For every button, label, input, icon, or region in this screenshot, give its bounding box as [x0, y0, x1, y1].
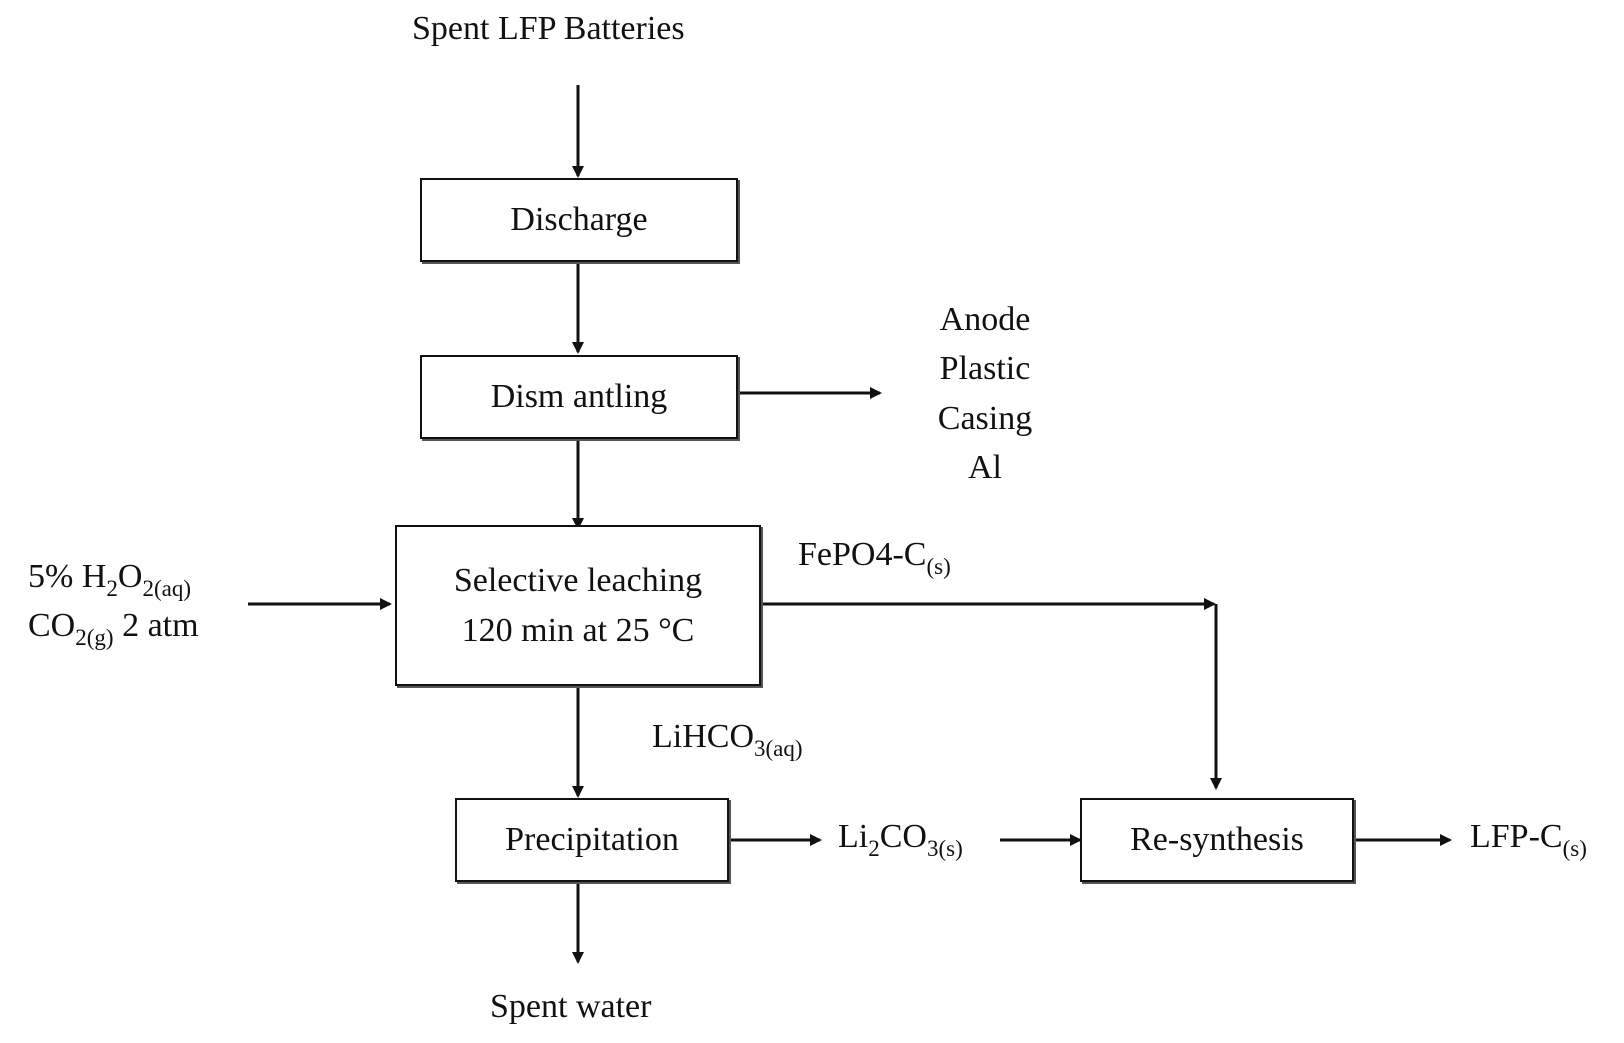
leaching-label-line1: Selective leaching [453, 562, 703, 600]
product-label: LFP-C(s) [1470, 818, 1587, 861]
reagent-h2o2: 5% H2O2(aq) [28, 558, 191, 601]
leaching-step: Selective leaching 120 min at 25 °C [395, 525, 761, 686]
leaching-label-line2: 120 min at 25 °C [461, 611, 695, 649]
resynthesis-step: Re-synthesis [1080, 798, 1354, 882]
byproduct-al: Al [968, 448, 1002, 486]
precipitation-label: Precipitation [505, 821, 679, 859]
byproduct-casing: Casing [937, 399, 1033, 437]
dismantling-label: Dism antling [490, 378, 668, 416]
reagent-co2: CO2(g) 2 atm [28, 607, 199, 651]
fepo4-label: FePO4-C(s) [798, 536, 951, 579]
discharge-step: Discharge [420, 178, 738, 262]
resynthesis-label: Re-synthesis [1130, 821, 1304, 859]
li2co3-label: Li2CO3(s) [838, 818, 963, 861]
discharge-label: Discharge [510, 201, 648, 239]
waste-label: Spent water [490, 988, 652, 1025]
byproduct-anode: Anode [939, 301, 1031, 338]
precipitation-step: Precipitation [455, 798, 729, 882]
byproduct-plastic: Plastic [939, 350, 1031, 388]
dismantling-step: Dism antling [420, 355, 738, 439]
lihco3-label: LiHCO3(aq) [652, 718, 803, 761]
input-label: Spent LFP Batteries [412, 10, 685, 47]
leach-reagents: 5% H2O2(aq) CO2(g) 2 atm [28, 552, 199, 651]
dismantling-byproducts: Anode Plastic Casing Al [925, 295, 1045, 492]
